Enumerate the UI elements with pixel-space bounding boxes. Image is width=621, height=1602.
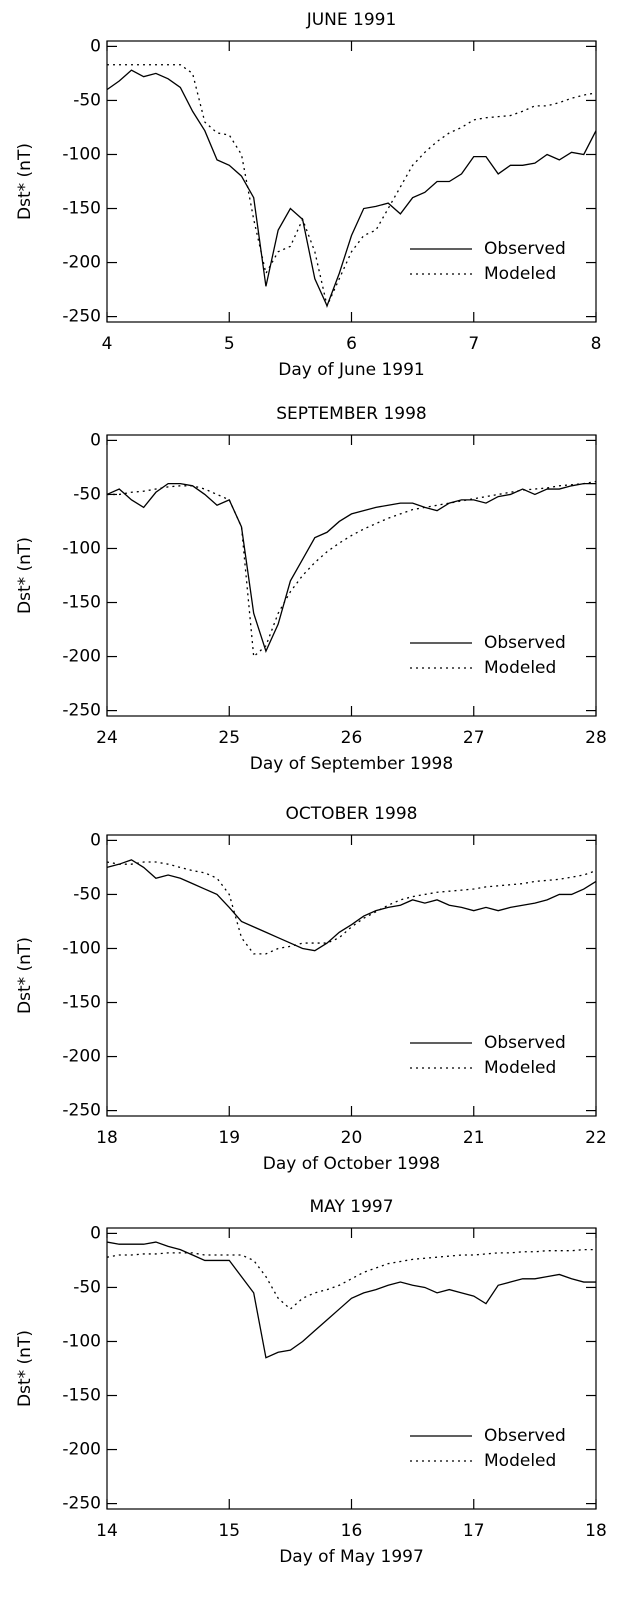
x-tick-label: 26: [341, 728, 363, 748]
y-tick-label: -50: [73, 884, 101, 904]
panel: JUNE 1991 Day of June 1991 Dst* (nT) 4 5 6 7 8 0…: [15, 10, 601, 380]
panel: OCTOBER 1998 Day of October 1998 Dst* (nT)…: [15, 804, 607, 1174]
y-tick-label: -200: [62, 647, 101, 667]
series-line: [106, 859, 597, 952]
x-tick-label: 18: [96, 1128, 118, 1148]
chart-title: OCTOBER 1998: [286, 804, 418, 824]
x-tick-label: 4: [102, 334, 113, 354]
y-tick-label: -250: [62, 307, 101, 327]
x-tick-label: 24: [96, 728, 118, 748]
chart-title: SEPTEMBER 1998: [276, 404, 426, 424]
y-tick-label: -200: [62, 1440, 101, 1460]
x-tick-label: 21: [463, 1128, 485, 1148]
y-tick-label: -250: [62, 1101, 101, 1121]
y-tick-label: -50: [73, 1277, 101, 1297]
x-tick-label: 18: [585, 1521, 607, 1541]
x-axis-label: Day of May 1997: [279, 1547, 424, 1567]
legend-label: Modeled: [484, 658, 556, 678]
x-tick-label: 17: [463, 1521, 485, 1541]
panel: SEPTEMBER 1998 Day of September 1998 Dst* …: [15, 404, 607, 774]
x-axis-label: Day of October 1998: [263, 1154, 440, 1174]
legend-label: Modeled: [484, 1451, 556, 1471]
y-tick-label: 0: [90, 1223, 101, 1243]
x-tick-label: 7: [468, 334, 479, 354]
y-tick-label: -150: [62, 993, 101, 1013]
x-tick-label: 6: [346, 334, 357, 354]
y-tick-label: -250: [62, 1494, 101, 1514]
legend-label: Observed: [484, 633, 566, 653]
y-tick-label: 0: [90, 36, 101, 56]
x-tick-label: 25: [218, 728, 240, 748]
series-line: [107, 64, 597, 308]
y-tick-label: -150: [62, 593, 101, 613]
x-tick-label: 20: [341, 1128, 363, 1148]
x-tick-label: 19: [218, 1128, 240, 1148]
y-tick-label: -100: [62, 1331, 101, 1351]
y-axis-label: Dst* (nT): [15, 1330, 35, 1407]
series-line: [106, 69, 597, 308]
y-tick-label: 0: [90, 430, 101, 450]
x-tick-label: 28: [585, 728, 607, 748]
series-line: [106, 1241, 596, 1359]
legend-label: Observed: [484, 1033, 566, 1053]
chart-title: JUNE 1991: [306, 10, 397, 30]
y-axis-label: Dst* (nT): [15, 537, 35, 614]
y-tick-label: -100: [62, 938, 101, 958]
y-tick-label: -100: [62, 538, 101, 558]
x-axis-label: Day of June 1991: [278, 360, 424, 380]
x-tick-label: 14: [96, 1521, 118, 1541]
y-tick-label: -250: [62, 701, 101, 721]
series-line: [106, 1248, 596, 1310]
panel: MAY 1997 Day of May 1997 Dst* (nT) 14 15 16 17…: [15, 1197, 607, 1567]
x-tick-label: 22: [585, 1128, 607, 1148]
x-tick-label: 15: [218, 1521, 240, 1541]
y-tick-label: -200: [62, 1047, 101, 1067]
y-axis-label: Dst* (nT): [15, 937, 35, 1014]
y-tick-label: -150: [62, 199, 101, 219]
x-tick-label: 27: [463, 728, 485, 748]
y-axis-label: Dst* (nT): [15, 143, 35, 220]
legend-label: Modeled: [484, 1058, 556, 1078]
legend-label: Observed: [484, 1426, 566, 1446]
chart-title: MAY 1997: [309, 1197, 393, 1217]
legend-label: Observed: [484, 239, 566, 259]
y-tick-label: -150: [62, 1386, 101, 1406]
series-line: [106, 861, 597, 955]
series-line: [107, 480, 597, 658]
x-tick-label: 8: [591, 334, 602, 354]
x-axis-label: Day of September 1998: [250, 754, 453, 774]
legend-label: Modeled: [484, 264, 556, 284]
y-tick-label: -100: [62, 144, 101, 164]
y-tick-label: -200: [62, 253, 101, 273]
x-tick-label: 5: [224, 334, 235, 354]
y-tick-label: -50: [73, 90, 101, 110]
series-line: [106, 482, 596, 653]
y-tick-label: -50: [73, 484, 101, 504]
y-tick-label: 0: [90, 830, 101, 850]
x-tick-label: 16: [341, 1521, 363, 1541]
